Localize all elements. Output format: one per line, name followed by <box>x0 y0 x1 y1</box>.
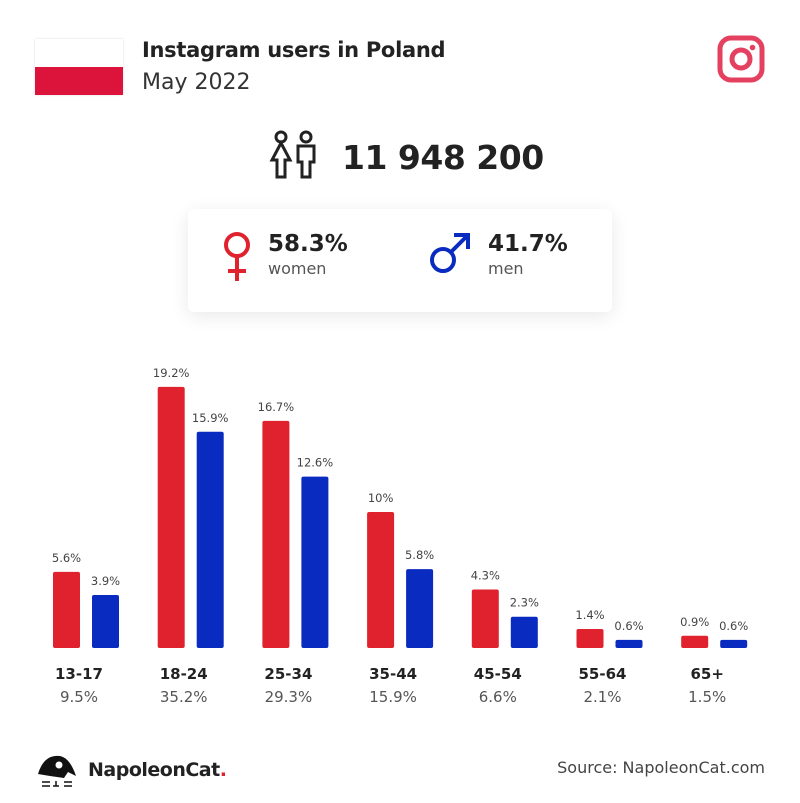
bar-women-13-17 <box>53 571 80 648</box>
total-users: 11 948 200 <box>268 130 544 184</box>
bar-women-45-54 <box>471 589 499 648</box>
women-percent: 58.3% <box>268 231 348 257</box>
instagram-icon <box>717 35 765 87</box>
bar-label: 0.6% <box>719 619 748 633</box>
napoleoncat-logo: NapoleonCat. <box>34 752 227 788</box>
category-label: 35-44 <box>369 665 417 683</box>
page-subtitle: May 2022 <box>142 70 251 95</box>
bar-women-25-34 <box>262 420 290 648</box>
men-label: men <box>488 259 524 278</box>
bar-label: 12.6% <box>297 456 334 470</box>
bar-label: 3.9% <box>91 574 120 588</box>
brand-dot: . <box>219 759 227 781</box>
bar-men-35-44 <box>406 569 434 648</box>
category-total: 9.5% <box>60 688 98 706</box>
bar-men-45-54 <box>510 616 538 648</box>
bar-label: 10% <box>368 491 394 505</box>
bar-label: 2.3% <box>510 596 539 610</box>
category-total: 1.5% <box>688 688 726 706</box>
bar-label: 0.9% <box>680 615 709 629</box>
page-title: Instagram users in Poland <box>142 38 446 62</box>
female-icon <box>222 231 252 285</box>
bar-label: 1.4% <box>575 608 604 622</box>
bar-label: 15.9% <box>192 411 229 425</box>
gender-split-card: 58.3% women 41.7% men <box>188 209 612 312</box>
category-label: 18-24 <box>160 665 208 683</box>
bar-label: 5.6% <box>52 551 81 565</box>
men-stat: 41.7% men <box>428 231 568 279</box>
bar-men-55-64 <box>615 639 643 648</box>
category-total: 6.6% <box>479 688 517 706</box>
age-gender-bar-chart: 5.6% 3.9% 13-17 9.5% 19.2% 15.9% 18-24 35.2% 16.… <box>52 366 748 706</box>
women-label: women <box>268 259 327 278</box>
bar-women-65+ <box>681 635 709 648</box>
source-text: Source: NapoleonCat.com <box>557 758 765 777</box>
category-label: 45-54 <box>474 665 522 683</box>
bar-men-25-34 <box>301 476 329 648</box>
category-label: 65+ <box>690 665 723 683</box>
poland-flag-icon <box>35 39 123 95</box>
people-icon <box>268 130 324 184</box>
category-total: 35.2% <box>160 688 208 706</box>
male-icon <box>428 231 472 279</box>
bar-label: 5.8% <box>405 548 434 562</box>
bar-men-13-17 <box>92 594 119 648</box>
brand-name: NapoleonCat <box>88 759 220 781</box>
total-users-value: 11 948 200 <box>342 137 544 177</box>
bar-label: 16.7% <box>258 400 295 414</box>
category-label: 13-17 <box>55 665 103 683</box>
bar-women-55-64 <box>576 628 604 648</box>
men-percent: 41.7% <box>488 231 568 257</box>
bar-men-65+ <box>720 639 748 648</box>
category-label: 25-34 <box>264 665 312 683</box>
bar-label: 19.2% <box>153 366 190 380</box>
category-label: 55-64 <box>579 665 627 683</box>
bar-women-35-44 <box>367 512 395 648</box>
category-total: 2.1% <box>583 688 621 706</box>
women-stat: 58.3% women <box>222 231 348 285</box>
bar-men-18-24 <box>196 431 224 648</box>
bar-label: 4.3% <box>471 569 500 583</box>
category-total: 15.9% <box>369 688 417 706</box>
bar-women-18-24 <box>157 386 185 648</box>
category-total: 29.3% <box>265 688 313 706</box>
bar-label: 0.6% <box>614 619 643 633</box>
